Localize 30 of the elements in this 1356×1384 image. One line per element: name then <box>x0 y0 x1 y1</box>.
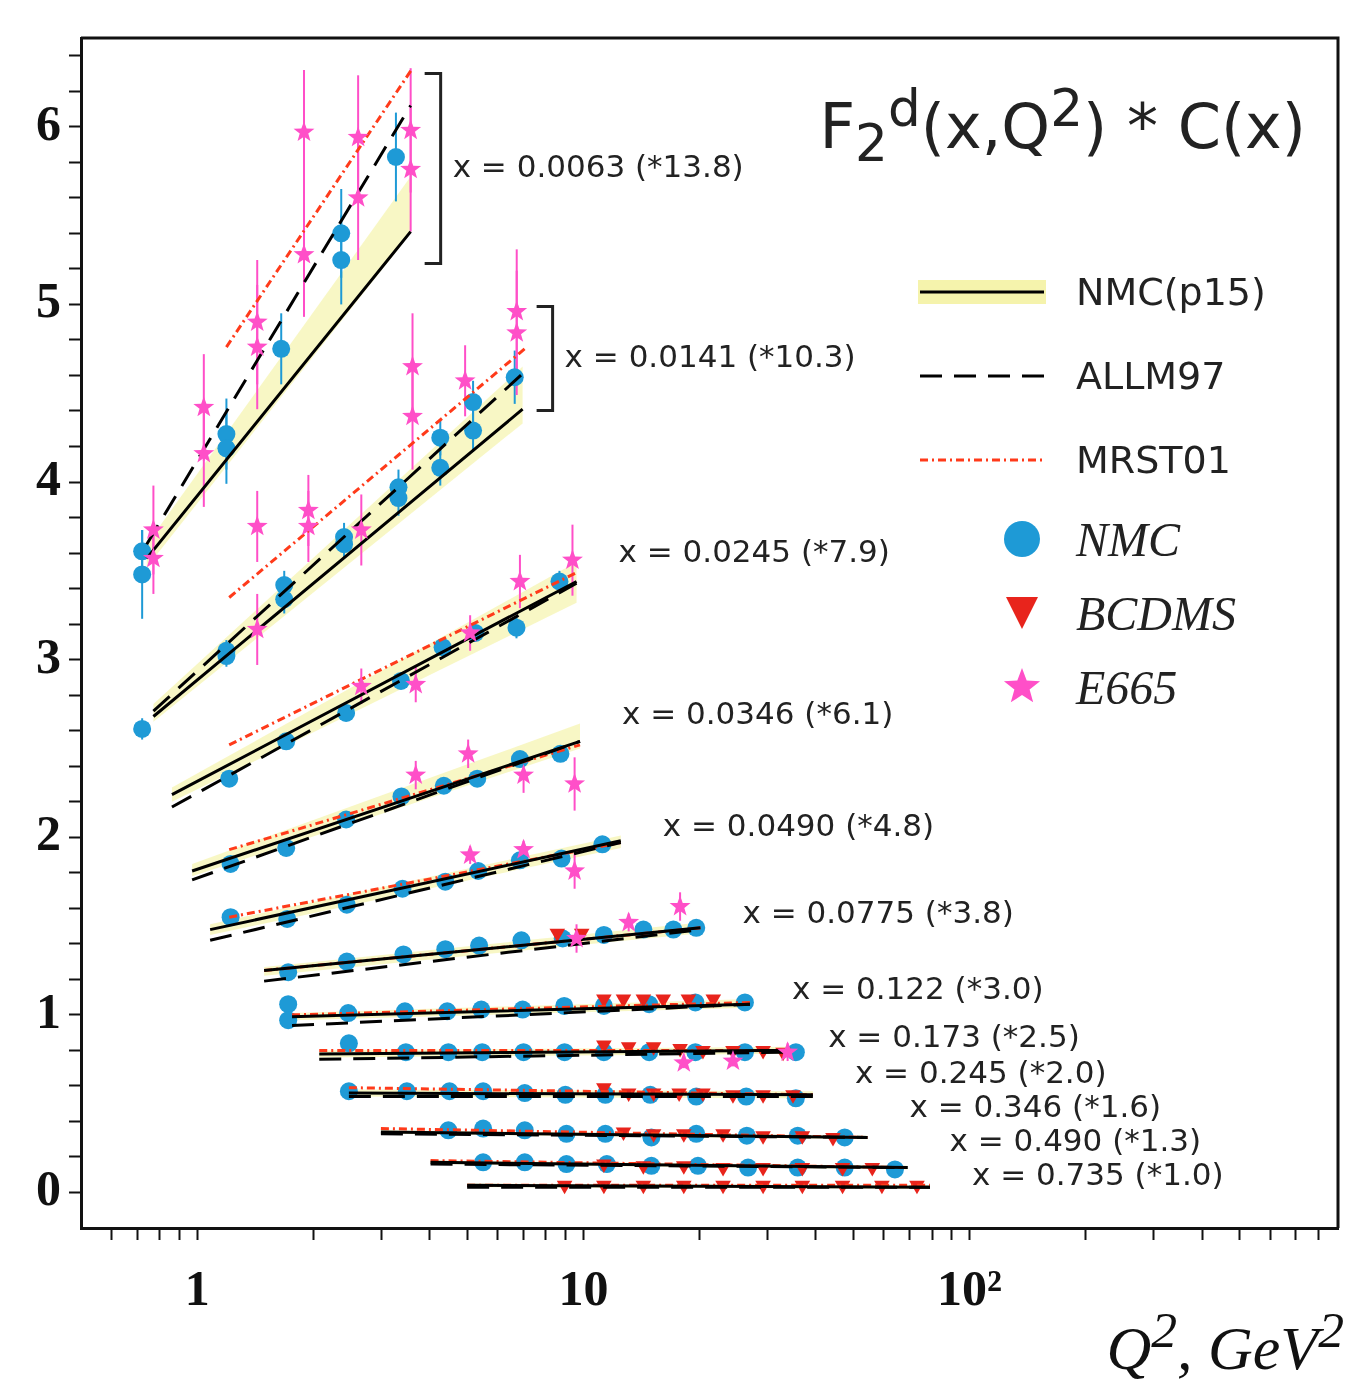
annotation: x = 0.346 (*1.6) <box>909 1088 1162 1125</box>
annotation: x = 0.0490 (*4.8) <box>662 806 935 843</box>
y-tick-label: 6 <box>36 94 61 151</box>
x-tick-label: 10 <box>558 1259 609 1316</box>
annotation: x = 0.0141 (*10.3) <box>564 337 856 374</box>
x-tick-label: 1 <box>184 1259 210 1316</box>
legend-label: MRST01 <box>1076 438 1231 482</box>
annotation: x = 0.0775 (*3.8) <box>742 893 1014 930</box>
x-axis-title: Q$^{2}$, GeV$^{2}$ <box>1106 1300 1344 1384</box>
annotation: x = 0.735 (*1.0) <box>972 1156 1224 1193</box>
y-tick-label: 3 <box>36 627 61 684</box>
annotation: x = 0.0063 (*13.8) <box>452 147 744 184</box>
legend-label: ALLM97 <box>1076 354 1226 398</box>
text: F$_{2}$$^{d}$(x,Q$^{2}$) * C(x) <box>819 78 1306 174</box>
annotation: x = 0.0245 (*7.9) <box>618 533 890 569</box>
annotation: x = 0.490 (*1.3) <box>949 1122 1202 1159</box>
legend-label: E665 <box>1076 659 1178 715</box>
y-tick-label: 1 <box>36 982 61 1039</box>
annotation: x = 0.0346 (*6.1) <box>622 694 894 731</box>
legend-label: NMC(p15) <box>1076 270 1266 314</box>
y-tick-label: 0 <box>36 1160 61 1217</box>
y-tick-label: 5 <box>36 272 61 329</box>
annotation: x = 0.122 (*3.0) <box>791 969 1044 1006</box>
annotation: x = 0.245 (*2.0) <box>854 1054 1107 1091</box>
y-tick-label: 2 <box>36 805 61 862</box>
y-tick-label: 4 <box>36 449 61 506</box>
legend-label: NMC <box>1076 511 1181 567</box>
x-tick-label: 10² <box>937 1259 1003 1316</box>
legend-label: BCDMS <box>1076 585 1236 641</box>
annotation: x = 0.173 (*2.5) <box>828 1017 1080 1054</box>
